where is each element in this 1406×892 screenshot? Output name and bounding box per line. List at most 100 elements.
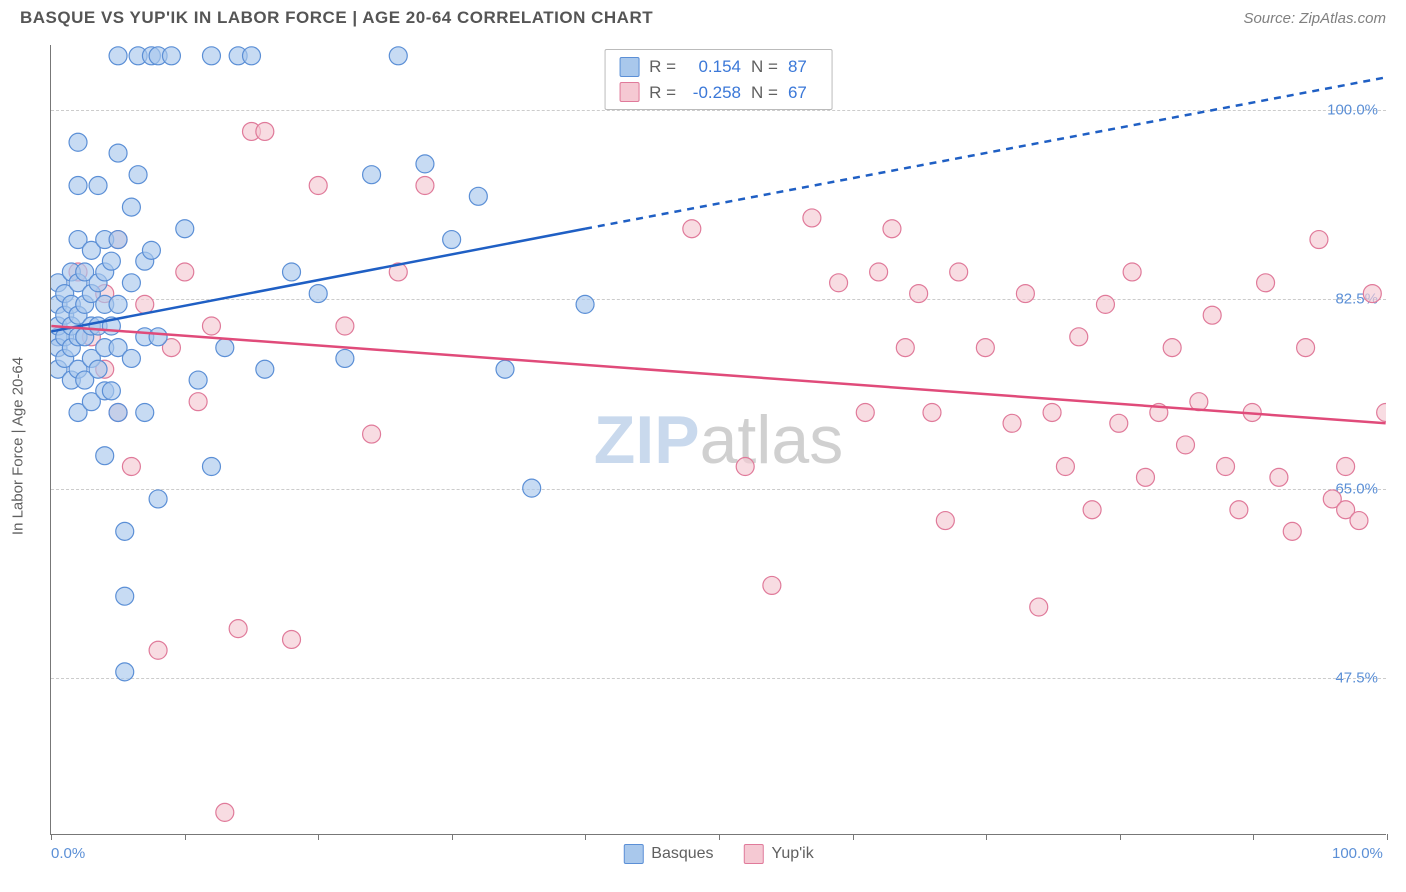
scatter-plot <box>51 45 1386 834</box>
data-point <box>1163 339 1181 357</box>
data-point <box>443 231 461 249</box>
data-point <box>1043 403 1061 421</box>
data-point <box>109 47 127 65</box>
data-point <box>936 512 954 530</box>
data-point <box>1350 512 1368 530</box>
data-point <box>336 349 354 367</box>
basques-label: Basques <box>651 845 713 863</box>
series-legend: Basques Yup'ik <box>623 844 813 864</box>
n-label: N = <box>751 54 778 80</box>
data-point <box>1030 598 1048 616</box>
data-point <box>1003 414 1021 432</box>
data-point <box>116 663 134 681</box>
data-point <box>896 339 914 357</box>
data-point <box>202 47 220 65</box>
data-point <box>1056 458 1074 476</box>
data-point <box>870 263 888 281</box>
x-tick <box>719 834 720 840</box>
basques-n-value: 87 <box>788 54 818 80</box>
data-point <box>1377 403 1386 421</box>
data-point <box>142 241 160 259</box>
chart-area: ZIPatlas R = 0.154 N = 87 R = -0.258 N =… <box>50 45 1386 835</box>
data-point <box>283 263 301 281</box>
data-point <box>416 177 434 195</box>
data-point <box>496 360 514 378</box>
data-point <box>1096 295 1114 313</box>
data-point <box>89 360 107 378</box>
data-point <box>162 47 180 65</box>
legend-item-basques: Basques <box>623 844 713 864</box>
data-point <box>122 458 140 476</box>
data-point <box>309 285 327 303</box>
basques-swatch <box>623 844 643 864</box>
data-point <box>389 47 407 65</box>
n-label: N = <box>751 80 778 106</box>
x-tick <box>1387 834 1388 840</box>
data-point <box>216 803 234 821</box>
data-point <box>283 630 301 648</box>
data-point <box>149 328 167 346</box>
data-point <box>109 295 127 313</box>
data-point <box>122 198 140 216</box>
data-point <box>910 285 928 303</box>
legend-item-yupik: Yup'ik <box>744 844 814 864</box>
data-point <box>883 220 901 238</box>
stats-row-yupik: R = -0.258 N = 67 <box>619 80 818 106</box>
x-tick <box>185 834 186 840</box>
data-point <box>122 349 140 367</box>
data-point <box>976 339 994 357</box>
data-point <box>102 382 120 400</box>
data-point <box>1136 468 1154 486</box>
data-point <box>89 177 107 195</box>
data-point <box>129 166 147 184</box>
data-point <box>1016 285 1034 303</box>
data-point <box>109 403 127 421</box>
data-point <box>950 263 968 281</box>
header: BASQUE VS YUP'IK IN LABOR FORCE | AGE 20… <box>0 0 1406 32</box>
data-point <box>1203 306 1221 324</box>
data-point <box>256 360 274 378</box>
trend-line <box>51 326 1385 423</box>
data-point <box>1310 231 1328 249</box>
yupik-label: Yup'ik <box>772 845 814 863</box>
source-attribution: Source: ZipAtlas.com <box>1243 10 1386 27</box>
data-point <box>1257 274 1275 292</box>
x-tick <box>1120 834 1121 840</box>
data-point <box>216 339 234 357</box>
data-point <box>923 403 941 421</box>
data-point <box>109 144 127 162</box>
x-tick-label: 0.0% <box>51 845 85 862</box>
data-point <box>69 177 87 195</box>
data-point <box>1083 501 1101 519</box>
data-point <box>122 274 140 292</box>
data-point <box>763 576 781 594</box>
x-tick <box>1253 834 1254 840</box>
data-point <box>102 252 120 270</box>
data-point <box>1230 501 1248 519</box>
data-point <box>1270 468 1288 486</box>
data-point <box>136 295 154 313</box>
data-point <box>1070 328 1088 346</box>
data-point <box>363 425 381 443</box>
data-point <box>856 403 874 421</box>
basques-r-value: 0.154 <box>686 54 741 80</box>
data-point <box>416 155 434 173</box>
yupik-n-value: 67 <box>788 80 818 106</box>
data-point <box>149 641 167 659</box>
data-point <box>1337 458 1355 476</box>
data-point <box>736 458 754 476</box>
yupik-r-value: -0.258 <box>686 80 741 106</box>
data-point <box>576 295 594 313</box>
data-point <box>136 403 154 421</box>
data-point <box>189 371 207 389</box>
x-tick <box>51 834 52 840</box>
basques-swatch <box>619 57 639 77</box>
data-point <box>1217 458 1235 476</box>
data-point <box>116 587 134 605</box>
data-point <box>1363 285 1381 303</box>
x-tick <box>853 834 854 840</box>
x-tick <box>986 834 987 840</box>
data-point <box>243 47 261 65</box>
data-point <box>116 522 134 540</box>
data-point <box>109 231 127 249</box>
